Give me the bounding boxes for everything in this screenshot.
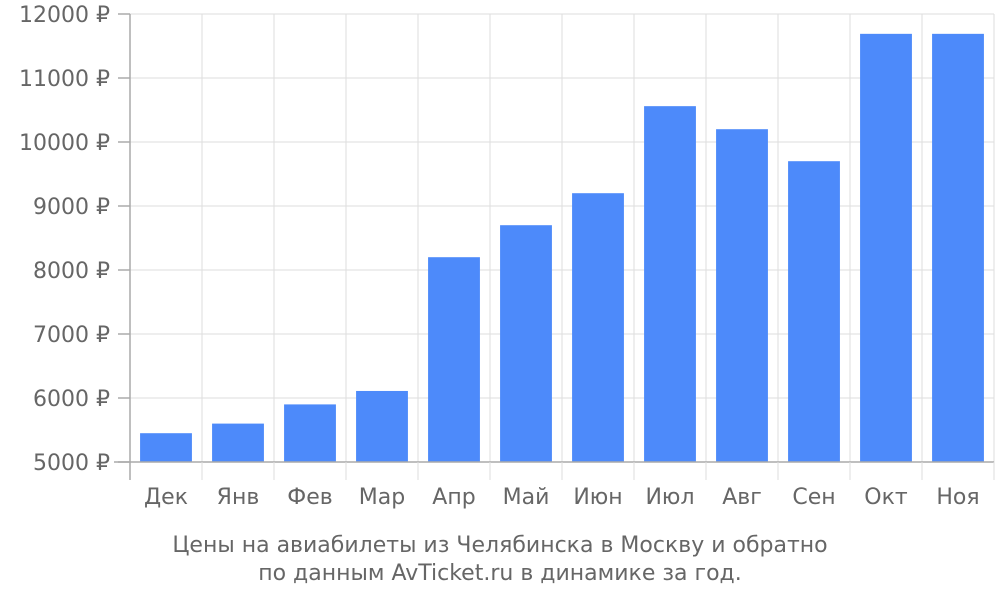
x-tick-label: Авг xyxy=(722,485,762,510)
x-tick-labels: Дек Янв Фев Мар Апр Май Июн Июл Авг Сен Окт Ноя xyxy=(144,485,980,510)
y-tick-labels: 5000 ₽ 6000 ₽ 7000 ₽ 8000 ₽ 9000 ₽ 10000 ₽ 110… xyxy=(19,3,110,476)
bar xyxy=(572,193,624,462)
bar xyxy=(140,433,192,462)
vertical-gridlines xyxy=(201,14,995,462)
y-tick-label: 9000 ₽ xyxy=(33,195,110,220)
y-tick-label: 8000 ₽ xyxy=(33,259,110,284)
y-tick-label: 12000 ₽ xyxy=(19,3,110,28)
x-tick-label: Окт xyxy=(864,485,908,510)
x-tick-label: Фев xyxy=(287,485,332,510)
x-tick-label: Янв xyxy=(217,485,260,510)
bar xyxy=(860,33,912,463)
x-tick-label: Апр xyxy=(432,485,475,510)
bar xyxy=(500,225,552,462)
caption-line-2: по данным AvTicket.ru в динамике за год. xyxy=(258,561,742,586)
bar xyxy=(788,161,840,462)
bars xyxy=(140,33,984,463)
y-tick-label: 6000 ₽ xyxy=(33,387,110,412)
y-tick-label: 10000 ₽ xyxy=(19,131,110,156)
bar xyxy=(356,390,408,462)
y-tick-label: 5000 ₽ xyxy=(33,451,110,476)
x-tick-label: Мар xyxy=(359,485,405,510)
horizontal-gridlines xyxy=(130,13,994,399)
x-tick-label: Дек xyxy=(144,485,188,510)
caption-line-1: Цены на авиабилеты из Челябинска в Москв… xyxy=(172,533,828,558)
y-tick-label: 11000 ₽ xyxy=(19,67,110,92)
bar xyxy=(284,404,336,462)
x-tick-label: Май xyxy=(503,485,550,510)
x-tick-label: Июл xyxy=(645,485,694,510)
price-bar-chart: 5000 ₽ 6000 ₽ 7000 ₽ 8000 ₽ 9000 ₽ 10000 ₽ 110… xyxy=(19,3,995,510)
bar xyxy=(644,106,696,462)
bar xyxy=(932,33,984,463)
x-tick-label: Сен xyxy=(792,485,835,510)
y-tick-label: 7000 ₽ xyxy=(33,323,110,348)
x-tick-label: Июн xyxy=(573,485,622,510)
bar xyxy=(212,423,264,462)
x-tick-label: Ноя xyxy=(936,485,979,510)
bar xyxy=(428,257,480,462)
axes xyxy=(114,13,995,480)
bar xyxy=(716,129,768,462)
chart-caption: Цены на авиабилеты из Челябинска в Москв… xyxy=(0,532,1000,588)
